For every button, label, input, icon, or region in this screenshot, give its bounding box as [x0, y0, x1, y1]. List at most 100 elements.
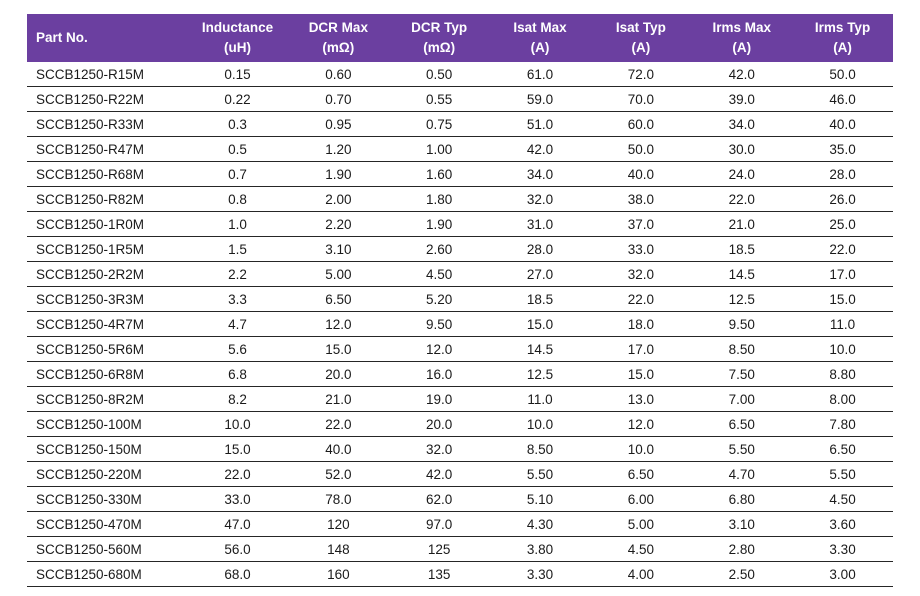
value-cell: 68.0 [187, 561, 288, 587]
table-row: SCCB1250-330M 33.0 78.0 62.0 5.10 6.00 6.80 4.5… [27, 486, 893, 512]
value-cell: 50.0 [792, 62, 893, 87]
value-cell: 22.0 [187, 461, 288, 487]
value-cell: 22.0 [691, 186, 793, 212]
value-cell: 28.0 [489, 236, 591, 262]
value-cell: 12.5 [489, 361, 591, 387]
column-header-irms-typ: Irms Typ (A) [792, 14, 893, 62]
value-cell: 4.50 [388, 261, 490, 287]
table-row: SCCB1250-6R8M 6.8 20.0 16.0 12.5 15.0 7.50 8.80 [27, 361, 893, 387]
value-cell: 62.0 [388, 486, 490, 512]
value-cell: 1.20 [287, 136, 389, 162]
value-cell: 28.0 [792, 161, 893, 187]
part-no-cell: SCCB1250-1R0M [27, 211, 188, 237]
value-cell: 39.0 [691, 86, 793, 112]
value-cell: 47.0 [187, 511, 288, 537]
value-cell: 2.50 [691, 561, 793, 587]
value-cell: 1.90 [287, 161, 389, 187]
value-cell: 59.0 [489, 86, 591, 112]
value-cell: 22.0 [792, 236, 893, 262]
column-label: Isat Typ [615, 20, 666, 36]
value-cell: 120 [287, 511, 389, 537]
value-cell: 5.00 [287, 261, 389, 287]
column-label: DCR Max [308, 20, 368, 36]
table-row: SCCB1250-R82M 0.8 2.00 1.80 32.0 38.0 22.0 26.0 [27, 186, 893, 212]
value-cell: 17.0 [590, 336, 692, 362]
table-row: SCCB1250-R22M 0.22 0.70 0.55 59.0 70.0 39.0 46.… [27, 86, 893, 112]
column-header-inductance: Inductance (uH) [187, 14, 288, 62]
value-cell: 2.2 [187, 261, 288, 287]
table-row: SCCB1250-100M 10.0 22.0 20.0 10.0 12.0 6.50 7.8… [27, 411, 893, 437]
column-label: Irms Max [712, 20, 771, 36]
part-no-cell: SCCB1250-8R2M [27, 386, 188, 412]
value-cell: 21.0 [287, 386, 389, 412]
spec-table-body: SCCB1250-R15M 0.15 0.60 0.50 61.0 72.0 42.0 50.… [27, 62, 893, 587]
value-cell: 1.60 [388, 161, 490, 187]
value-cell: 6.50 [691, 411, 793, 437]
value-cell: 20.0 [287, 361, 389, 387]
value-cell: 34.0 [691, 111, 793, 137]
column-unit: (A) [530, 40, 550, 55]
value-cell: 30.0 [691, 136, 793, 162]
column-header-isat-max: Isat Max (A) [489, 14, 591, 62]
part-no-cell: SCCB1250-R68M [27, 161, 188, 187]
value-cell: 32.0 [590, 261, 692, 287]
part-no-cell: SCCB1250-5R6M [27, 336, 188, 362]
value-cell: 1.0 [187, 211, 288, 237]
value-cell: 2.20 [287, 211, 389, 237]
part-no-cell: SCCB1250-220M [27, 461, 188, 487]
value-cell: 13.0 [590, 386, 692, 412]
value-cell: 6.8 [187, 361, 288, 387]
column-header-part-no: Part No. [27, 14, 188, 62]
table-row: SCCB1250-680M 68.0 160 135 3.30 4.00 2.50 3.00 [27, 561, 893, 587]
part-no-cell: SCCB1250-560M [27, 536, 188, 562]
value-cell: 5.50 [792, 461, 893, 487]
part-no-cell: SCCB1250-R82M [27, 186, 188, 212]
value-cell: 51.0 [489, 111, 591, 137]
value-cell: 34.0 [489, 161, 591, 187]
part-no-cell: SCCB1250-470M [27, 511, 188, 537]
header-row: Part No. Inductance (uH) DCR Max (mΩ) DCR Typ… [27, 14, 893, 62]
value-cell: 12.0 [590, 411, 692, 437]
value-cell: 21.0 [691, 211, 793, 237]
value-cell: 1.00 [388, 136, 490, 162]
value-cell: 5.00 [590, 511, 692, 537]
value-cell: 125 [388, 536, 490, 562]
value-cell: 5.6 [187, 336, 288, 362]
value-cell: 10.0 [792, 336, 893, 362]
value-cell: 0.50 [388, 62, 490, 87]
value-cell: 135 [388, 561, 490, 587]
value-cell: 5.10 [489, 486, 591, 512]
value-cell: 15.0 [187, 436, 288, 462]
value-cell: 11.0 [792, 311, 893, 337]
value-cell: 3.30 [489, 561, 591, 587]
table-row: SCCB1250-R15M 0.15 0.60 0.50 61.0 72.0 42.0 50.… [27, 62, 893, 87]
value-cell: 15.0 [792, 286, 893, 312]
value-cell: 10.0 [187, 411, 288, 437]
column-unit: (mΩ) [322, 40, 355, 55]
value-cell: 46.0 [792, 86, 893, 112]
value-cell: 42.0 [489, 136, 591, 162]
value-cell: 3.80 [489, 536, 591, 562]
value-cell: 22.0 [590, 286, 692, 312]
value-cell: 2.60 [388, 236, 490, 262]
value-cell: 8.50 [691, 336, 793, 362]
part-no-cell: SCCB1250-R22M [27, 86, 188, 112]
value-cell: 70.0 [590, 86, 692, 112]
value-cell: 4.70 [691, 461, 793, 487]
value-cell: 3.3 [187, 286, 288, 312]
value-cell: 9.50 [388, 311, 490, 337]
value-cell: 6.00 [590, 486, 692, 512]
part-no-cell: SCCB1250-150M [27, 436, 188, 462]
column-label: Irms Typ [814, 20, 871, 36]
value-cell: 14.5 [489, 336, 591, 362]
value-cell: 3.10 [691, 511, 793, 537]
table-row: SCCB1250-150M 15.0 40.0 32.0 8.50 10.0 5.50 6.5… [27, 436, 893, 462]
table-row: SCCB1250-R33M 0.3 0.95 0.75 51.0 60.0 34.0 40.0 [27, 111, 893, 137]
table-row: SCCB1250-1R0M 1.0 2.20 1.90 31.0 37.0 21.0 25.0 [27, 211, 893, 237]
table-row: SCCB1250-5R6M 5.6 15.0 12.0 14.5 17.0 8.50 10.0 [27, 336, 893, 362]
value-cell: 0.70 [287, 86, 389, 112]
value-cell: 0.8 [187, 186, 288, 212]
value-cell: 2.00 [287, 186, 389, 212]
value-cell: 6.50 [590, 461, 692, 487]
